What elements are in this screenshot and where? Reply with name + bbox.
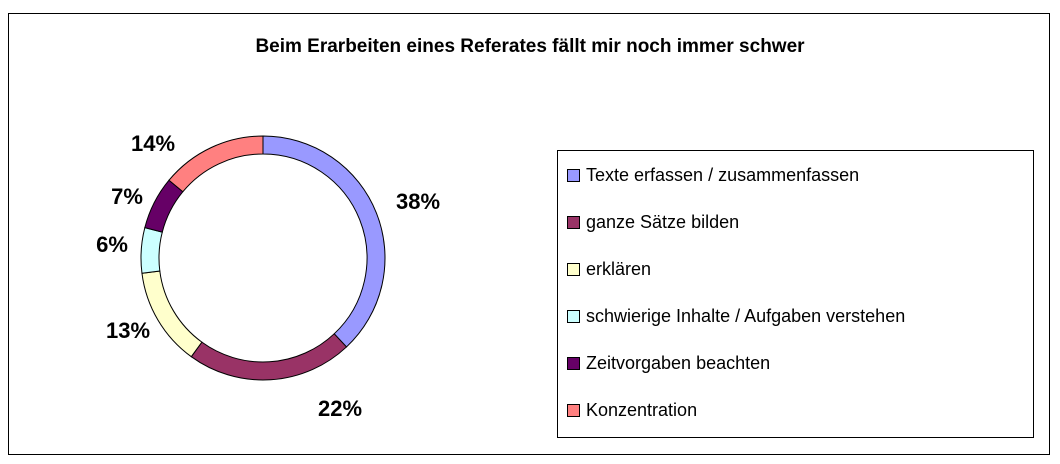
legend-label: Zeitvorgaben beachten bbox=[586, 353, 770, 373]
donut-segment bbox=[140, 227, 163, 274]
legend-label: Konzentration bbox=[586, 400, 697, 420]
data-label: 13% bbox=[106, 318, 150, 343]
legend-label: ganze Sätze bilden bbox=[586, 212, 739, 232]
legend-swatch bbox=[567, 357, 580, 370]
legend-swatch bbox=[567, 263, 580, 276]
data-label: 38% bbox=[396, 189, 440, 214]
legend-label: schwierige Inhalte / Aufgaben verstehen bbox=[586, 306, 905, 326]
legend-swatch bbox=[567, 404, 580, 417]
legend-label: erklären bbox=[586, 259, 651, 279]
donut-segment bbox=[168, 135, 264, 193]
legend-box bbox=[557, 150, 1034, 438]
data-label: 7% bbox=[111, 184, 143, 209]
data-label: 22% bbox=[318, 396, 362, 421]
legend-swatch bbox=[567, 216, 580, 229]
chart-title: Beim Erarbeiten eines Referates fällt mi… bbox=[255, 36, 805, 57]
legend-swatch bbox=[567, 310, 580, 323]
legend-label: Texte erfassen / zusammenfassen bbox=[586, 165, 859, 185]
data-label: 14% bbox=[131, 131, 175, 156]
data-label: 6% bbox=[96, 232, 128, 257]
legend-swatch bbox=[567, 169, 580, 182]
